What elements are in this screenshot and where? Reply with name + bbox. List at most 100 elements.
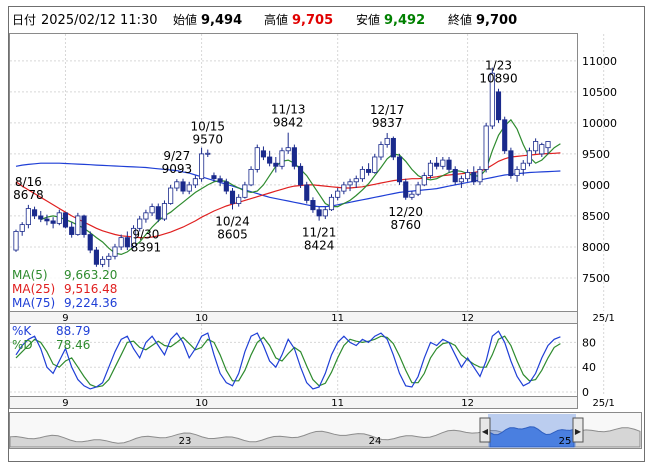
candle-body bbox=[211, 175, 217, 180]
candle bbox=[168, 184, 174, 205]
candle-body bbox=[328, 196, 335, 211]
ma-legend: MA(5) 9,663.20 MA(25) 9,516.48 MA(75) 9,… bbox=[10, 267, 120, 311]
navigator-left-handle[interactable]: ◀ bbox=[479, 417, 491, 443]
candle bbox=[186, 181, 192, 195]
candle bbox=[236, 194, 242, 207]
stoch-tick-label: 80 bbox=[582, 336, 596, 349]
candle bbox=[341, 181, 347, 195]
candle-body bbox=[396, 156, 403, 183]
price-tick-label: 10500 bbox=[582, 86, 617, 99]
candle bbox=[87, 231, 93, 254]
candle bbox=[465, 169, 471, 182]
candle bbox=[149, 203, 155, 216]
stochastic-panel bbox=[9, 323, 578, 397]
low-value: 9,492 bbox=[384, 13, 425, 28]
candle bbox=[427, 160, 434, 179]
ma75-line-layer bbox=[15, 162, 561, 208]
candle-body bbox=[390, 137, 396, 158]
high-value: 9,705 bbox=[292, 13, 333, 28]
candle-body bbox=[489, 72, 495, 127]
navigator-right-handle-box[interactable] bbox=[572, 417, 584, 443]
candle bbox=[415, 181, 421, 197]
navigator-right-handle[interactable]: ▶ bbox=[572, 417, 584, 443]
candle-body bbox=[19, 224, 25, 232]
candle bbox=[489, 67, 495, 130]
candle bbox=[93, 246, 99, 267]
candle-body bbox=[50, 220, 56, 224]
candle-body bbox=[297, 165, 304, 186]
ma75-legend-label: MA(75) bbox=[12, 296, 55, 310]
annotation-value: 8760 bbox=[390, 218, 421, 232]
candle-body bbox=[93, 249, 99, 265]
candle-body bbox=[248, 168, 254, 186]
candle-body bbox=[69, 226, 75, 235]
ma75-line bbox=[15, 162, 561, 208]
candle bbox=[310, 197, 316, 213]
annotation-value: 8678 bbox=[13, 188, 44, 202]
candle-body bbox=[260, 150, 267, 158]
candle-body bbox=[205, 152, 211, 155]
stoch-tick-label: 0 bbox=[582, 386, 589, 399]
candle bbox=[514, 166, 520, 182]
candle bbox=[124, 231, 130, 251]
candle bbox=[322, 206, 328, 220]
candle bbox=[471, 166, 477, 185]
candle-body bbox=[217, 178, 223, 183]
candle-body bbox=[285, 147, 291, 152]
navigator-left-handle-box[interactable] bbox=[479, 417, 491, 443]
open-value: 9,494 bbox=[201, 13, 242, 28]
candle bbox=[211, 172, 217, 182]
candle-body bbox=[291, 147, 297, 167]
month-label: 9 bbox=[62, 398, 68, 409]
candle-body bbox=[87, 234, 93, 251]
candle bbox=[384, 132, 390, 148]
candle-body bbox=[279, 150, 285, 167]
candle bbox=[347, 178, 353, 192]
price-tick-label: 9000 bbox=[582, 179, 610, 192]
candle bbox=[118, 234, 124, 251]
candle bbox=[359, 166, 365, 182]
candle-body bbox=[347, 181, 353, 186]
month-label: 11 bbox=[331, 313, 344, 324]
annotation-date: 8/16 bbox=[15, 175, 42, 189]
candle-body bbox=[378, 144, 384, 158]
candle-body bbox=[384, 137, 390, 145]
candle-body bbox=[236, 196, 242, 204]
annotation-value: 10890 bbox=[479, 72, 517, 86]
candle-body bbox=[254, 147, 260, 170]
candle-body bbox=[223, 181, 229, 192]
candle-body bbox=[112, 246, 118, 257]
annotation-date: 12/20 bbox=[388, 205, 423, 219]
candle-body bbox=[168, 187, 174, 204]
price-month-axis bbox=[9, 311, 578, 324]
ma-legend-bg bbox=[10, 267, 120, 311]
candle bbox=[31, 206, 38, 220]
ma75-legend-value: 9,224.36 bbox=[64, 296, 117, 310]
candle bbox=[50, 217, 56, 229]
close-value: 9,700 bbox=[476, 13, 517, 28]
candle bbox=[446, 156, 452, 173]
candle bbox=[409, 191, 415, 200]
candle bbox=[174, 179, 180, 192]
candle bbox=[100, 256, 106, 269]
candle bbox=[297, 163, 304, 189]
candle-body bbox=[143, 212, 149, 220]
candle bbox=[248, 166, 254, 187]
price-tick-label: 10000 bbox=[582, 117, 617, 130]
candle bbox=[372, 153, 378, 174]
month-label: 10 bbox=[195, 398, 208, 409]
annotation-value: 9837 bbox=[372, 116, 403, 130]
candle bbox=[161, 200, 168, 221]
candle bbox=[62, 212, 69, 229]
open-label: 始値 bbox=[173, 12, 197, 27]
annotation-date: 12/17 bbox=[370, 103, 405, 117]
month-label: 10 bbox=[195, 313, 208, 324]
stochastic-lines bbox=[15, 330, 561, 390]
annotation-date: 1/23 bbox=[485, 59, 512, 73]
candle-body bbox=[267, 156, 273, 164]
candle-body bbox=[477, 168, 483, 183]
stochastic-legend: %K 88.79 %D 78.46 bbox=[12, 324, 90, 352]
candle-body bbox=[533, 141, 539, 152]
